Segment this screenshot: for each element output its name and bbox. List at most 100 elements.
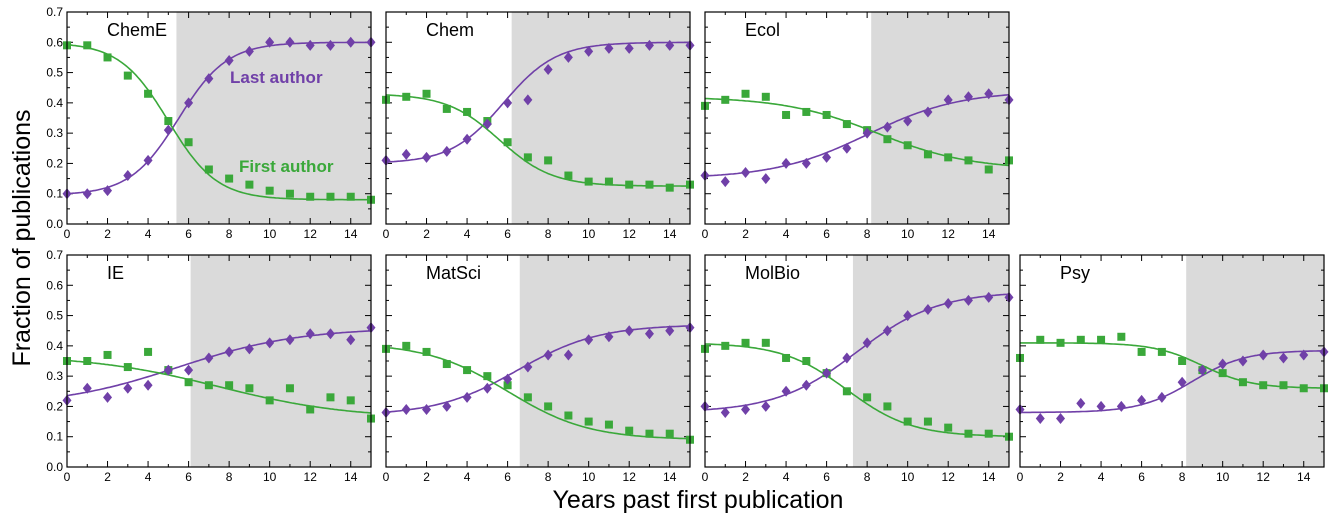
last-author-point: [442, 400, 452, 412]
first-author-point: [964, 156, 973, 165]
last-author-point: [482, 382, 492, 394]
first-author-point: [83, 357, 92, 365]
last-author-point: [422, 403, 432, 415]
last-author-fit-line: [385, 41, 690, 163]
x-tick-label: 14: [344, 470, 358, 484]
shaded-region: [519, 255, 690, 467]
last-author-fit-line: [66, 330, 372, 397]
first-author-fit-line: [66, 43, 371, 201]
first-author-fit-line: [704, 343, 1010, 437]
first-author-fit-line: [66, 359, 372, 414]
first-author-point: [225, 174, 234, 183]
first-author-fit-line: [1020, 342, 1325, 389]
x-tick-label: 8: [864, 470, 871, 484]
first-author-point: [625, 180, 634, 189]
first-author-point: [326, 393, 335, 402]
x-tick-label: 6: [185, 227, 192, 241]
last-author-point: [1258, 349, 1268, 361]
last-author-point: [984, 88, 994, 100]
last-author-point: [665, 39, 675, 51]
plot-frame: [704, 254, 1010, 468]
y-tick-label: 0.6: [46, 278, 63, 292]
first-author-point: [903, 417, 912, 426]
x-tick-label: 8: [226, 470, 233, 484]
first-author-point: [144, 89, 153, 98]
last-author-point: [82, 382, 92, 394]
x-tick-label: 14: [663, 470, 677, 484]
last-author-point: [1137, 394, 1147, 406]
first-author-point: [741, 338, 750, 347]
x-tick-label: 0: [64, 227, 71, 241]
y-tick-label: 0.5: [46, 66, 63, 80]
last-author-point: [741, 167, 751, 179]
x-tick-label: 6: [504, 470, 511, 484]
shaded-region: [1186, 255, 1324, 467]
x-tick-label: 10: [901, 470, 915, 484]
panel-label: MatSci: [426, 263, 481, 283]
last-author-point: [923, 304, 933, 316]
first-author-point: [265, 186, 274, 195]
first-author-point: [883, 402, 892, 411]
last-author-point: [1116, 400, 1126, 412]
last-author-point: [224, 346, 234, 358]
last-author-point: [285, 36, 295, 48]
y-tick-label: 0.2: [46, 156, 63, 170]
first-author-point: [463, 366, 472, 375]
x-tick-label: 12: [623, 470, 637, 484]
x-tick-label: 2: [104, 470, 111, 484]
first-author-point: [721, 341, 730, 350]
last-author-point: [204, 73, 214, 85]
first-author-point: [1157, 347, 1166, 356]
first-author-point: [645, 180, 654, 189]
last-author-point: [143, 379, 153, 391]
first-author-point: [964, 429, 973, 438]
first-author-point: [144, 347, 153, 356]
panel-matsci: 0 2 4 6 8 10 12 14 MatSci: [381, 254, 695, 484]
last-author-point: [103, 185, 113, 197]
panel-cheme: 0 2 4 6 8 10 12 14 0.0 0.1 0.2 0.3 0.4 0.5 0.6 0.7 ChemE…: [46, 5, 376, 241]
last-author-point: [1096, 400, 1106, 412]
last-author-point: [903, 115, 913, 127]
x-tick-label: 0: [702, 227, 709, 241]
first-author-point: [306, 192, 315, 201]
last-author-point: [644, 39, 654, 51]
shaded-region: [511, 12, 690, 224]
last-author-point: [346, 334, 356, 346]
panel-chem: 0 2 4 6 8 10 12 14 Chem: [381, 11, 695, 241]
last-author-point: [163, 124, 173, 136]
y-axis-label: Fraction of publications: [8, 109, 36, 366]
last-author-point: [822, 151, 832, 163]
last-author-point: [346, 36, 356, 48]
x-tick-label: 6: [823, 227, 830, 241]
panel-label: Chem: [426, 20, 474, 40]
x-tick-label: 4: [464, 470, 471, 484]
plot-frame: [704, 11, 1010, 225]
last-author-point: [781, 385, 791, 397]
x-tick-label: 4: [145, 227, 152, 241]
last-author-point: [781, 157, 791, 169]
panel-label: ChemE: [107, 20, 167, 40]
last-author-point: [604, 42, 614, 54]
last-author-point: [563, 51, 573, 63]
first-author-point: [604, 420, 613, 429]
x-tick-label: 10: [1216, 470, 1230, 484]
x-tick-label: 2: [1057, 470, 1064, 484]
last-author-point: [584, 334, 594, 346]
last-author-point: [1299, 349, 1309, 361]
first-author-point: [883, 135, 892, 144]
first-author-point: [523, 393, 532, 402]
first-author-point: [944, 153, 953, 162]
first-author-point: [782, 353, 791, 362]
x-tick-label: 4: [783, 470, 790, 484]
last-author-fit-line: [66, 41, 371, 195]
x-tick-label: 4: [464, 227, 471, 241]
last-author-point: [401, 148, 411, 160]
first-author-point: [346, 192, 355, 201]
first-author-point: [164, 117, 173, 126]
last-author-point: [1056, 413, 1066, 425]
panel-label: Ecol: [745, 20, 780, 40]
last-author-point: [103, 391, 113, 403]
last-author-point: [720, 406, 730, 418]
x-tick-label: 12: [304, 470, 318, 484]
last-author-point: [943, 297, 953, 309]
